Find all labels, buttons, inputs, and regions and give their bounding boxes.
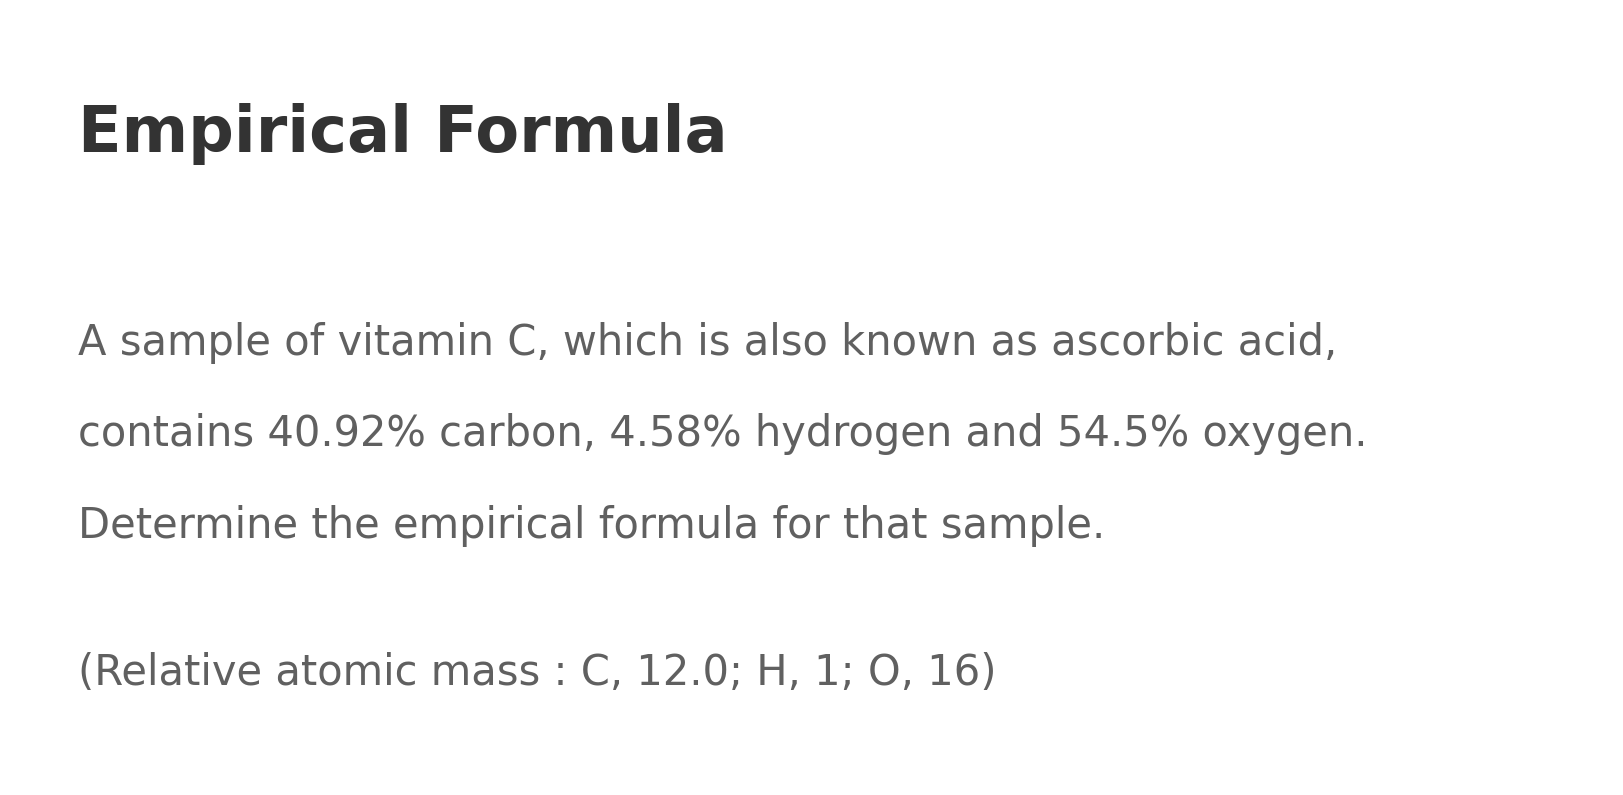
Text: Empirical Formula: Empirical Formula (78, 103, 727, 165)
Text: (Relative atomic mass : C, 12.0; H, 1; O, 16): (Relative atomic mass : C, 12.0; H, 1; O… (78, 652, 997, 694)
Text: Determine the empirical formula for that sample.: Determine the empirical formula for that… (78, 505, 1105, 547)
Text: contains 40.92% carbon, 4.58% hydrogen and 54.5% oxygen.: contains 40.92% carbon, 4.58% hydrogen a… (78, 413, 1367, 456)
Text: A sample of vitamin C, which is also known as ascorbic acid,: A sample of vitamin C, which is also kno… (78, 322, 1336, 364)
